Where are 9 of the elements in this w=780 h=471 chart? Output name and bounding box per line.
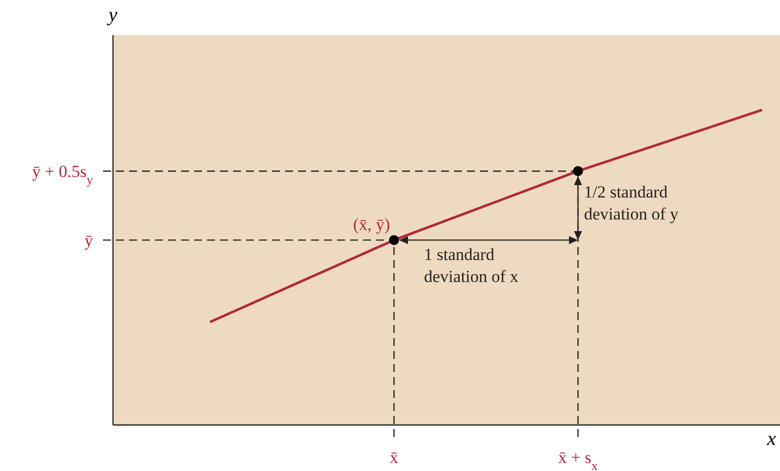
y-axis-title: y [106, 4, 118, 26]
x-tick-label: x̄ + s$_{x}$ [558, 448, 598, 471]
ref-line-label: ȳ + 0.5s$_{y}$ [32, 162, 94, 188]
annotation: (x̄, ȳ) [353, 215, 390, 234]
ref-line-label: ȳ [84, 231, 94, 250]
annotation: 1 standard deviation of x [424, 245, 519, 286]
x-axis-title: x [766, 428, 776, 450]
x-tick-label: x̄ [390, 448, 399, 467]
annotation: 1/2 standard deviation of y [584, 182, 679, 224]
